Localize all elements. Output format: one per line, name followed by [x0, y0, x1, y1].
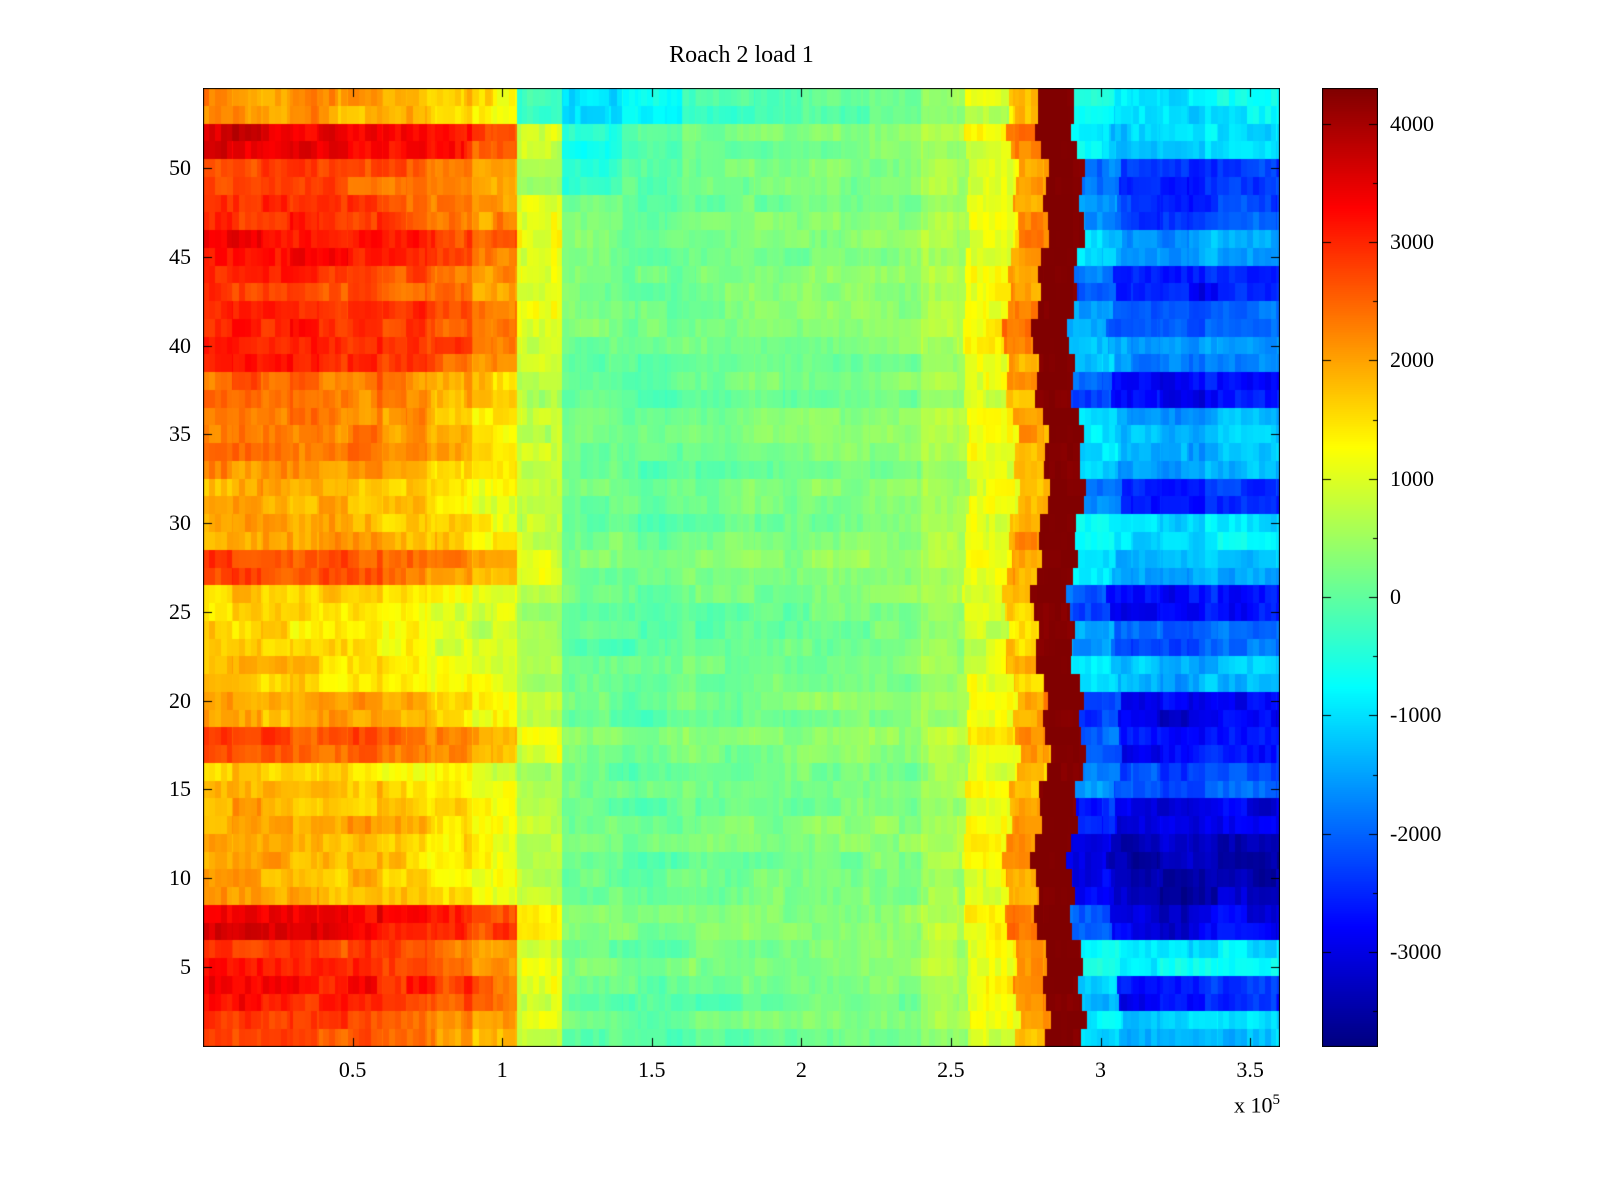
y-tick-label: 10: [169, 865, 191, 891]
x-tick-label: 2: [795, 1057, 807, 1082]
x-tick-label: 0.5: [338, 1057, 367, 1082]
y-tick-label: 45: [169, 243, 191, 269]
x-tick-label: 3: [1095, 1057, 1106, 1082]
x-axis-exponent-value: 5: [1272, 1092, 1281, 1108]
colorbar-tick-label: 1000: [1390, 465, 1434, 491]
colorbar-tick-label: -3000: [1390, 939, 1442, 965]
y-tick-label: 35: [169, 421, 191, 447]
colorbar-tick-label: 3000: [1390, 228, 1434, 254]
y-tick-label: 30: [169, 510, 191, 536]
colorbar-canvas: [1322, 88, 1378, 1047]
heatmap-canvas: [203, 88, 1280, 1047]
y-tick-label: 20: [169, 687, 191, 713]
colorbar-tick-label: 2000: [1390, 347, 1434, 373]
y-tick-label: 50: [169, 154, 191, 180]
colorbar-tick-label: 4000: [1390, 110, 1434, 136]
y-tick-label: 40: [169, 332, 191, 358]
y-tick-label: 15: [169, 776, 191, 802]
x-axis-exponent-label: x 105: [1160, 1092, 1280, 1118]
x-tick-label: 1.5: [638, 1057, 666, 1082]
y-tick-label: 25: [169, 598, 191, 624]
colorbar-tick-label: -2000: [1390, 820, 1442, 846]
colorbar-tick-label: 0: [1390, 584, 1401, 610]
y-tick-label: 5: [180, 954, 191, 980]
colorbar-tick-label: -1000: [1390, 702, 1442, 728]
x-tick-label: 2.5: [937, 1057, 965, 1082]
x-tick-label: 3.5: [1236, 1057, 1264, 1082]
x-axis-exponent-prefix: x 10: [1234, 1092, 1273, 1118]
x-tick-label: 1: [496, 1057, 508, 1082]
chart-title: Roach 2 load 1: [669, 42, 814, 68]
